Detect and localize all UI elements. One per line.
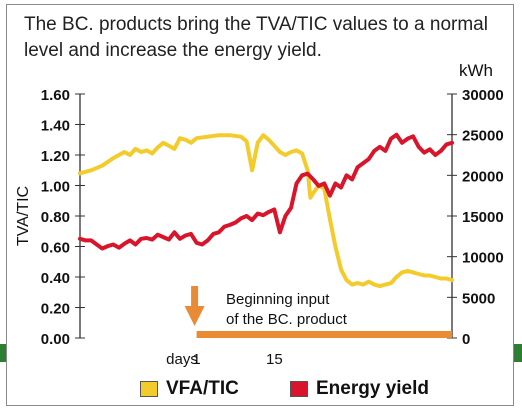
right-tick-label: 30000 — [462, 87, 504, 104]
right-tick-label: 10000 — [462, 250, 504, 267]
left-tick-label: 1.40 — [41, 118, 70, 135]
left-tick-label: 0.80 — [41, 209, 70, 226]
arrow-head — [184, 306, 205, 326]
annotation-line: of the BC. product — [226, 311, 348, 328]
chart-title: The BC. products bring the TVA/TIC value… — [24, 14, 488, 61]
left-tick-label: 0.40 — [41, 270, 70, 287]
left-tick-label: 1.20 — [41, 148, 70, 165]
legend-vfa-label: VFA/TIC — [166, 378, 239, 399]
product-input-bar — [196, 331, 452, 338]
legend-vfa-swatch — [140, 381, 158, 397]
left-axis-label: TVA/TIC — [15, 186, 32, 246]
x-label-days: days — [166, 351, 198, 368]
right-axis-label: kWh — [459, 61, 493, 80]
left-tick-label: 1.60 — [41, 87, 70, 104]
legend-vfa: VFA/TIC — [140, 378, 239, 400]
legend-energy: Energy yield — [290, 378, 429, 400]
vfa-tic-line — [78, 133, 454, 289]
left-tick-label: 1.00 — [41, 179, 70, 196]
left-tick-label: 0.00 — [41, 331, 70, 348]
x-label-day-15: 15 — [266, 351, 283, 368]
legend-energy-label: Energy yield — [316, 378, 429, 399]
legend-energy-swatch — [290, 381, 308, 397]
right-tick-label: 0 — [462, 331, 470, 348]
x-label-day-1: 1 — [192, 351, 200, 368]
right-tick-label: 5000 — [462, 290, 495, 307]
figure-frame — [6, 4, 514, 406]
left-tick-label: 0.60 — [41, 240, 70, 257]
annotation-text: Beginning input of the BC. product — [226, 291, 348, 328]
energy-yield-line — [78, 132, 454, 251]
right-tick-label: 20000 — [462, 168, 504, 185]
right-tick-label: 15000 — [462, 209, 504, 226]
right-tick-label: 25000 — [462, 128, 504, 145]
annotation-line: Beginning input — [226, 291, 330, 308]
arrow-shaft — [191, 286, 199, 308]
left-green-accent — [0, 344, 8, 362]
left-tick-label: 0.20 — [41, 301, 70, 318]
right-green-accent — [512, 344, 522, 362]
